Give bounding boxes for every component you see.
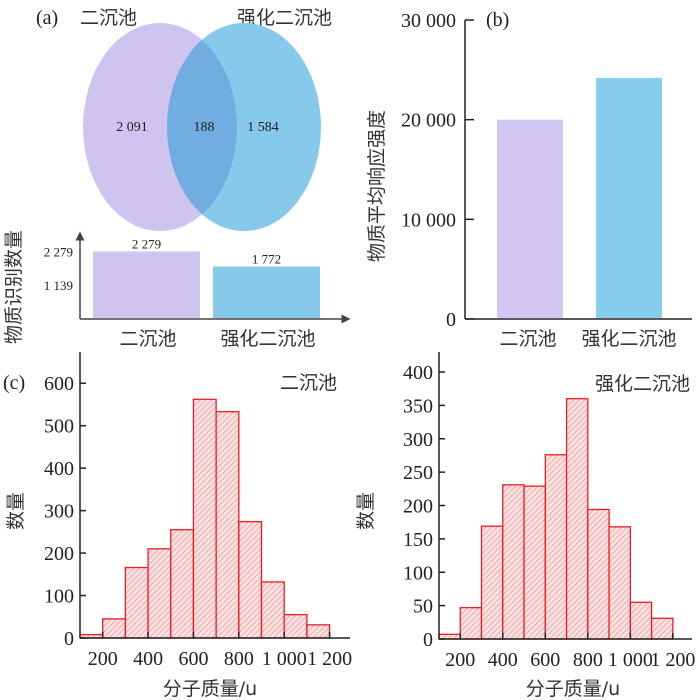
panel-a-venn: (a) 二沉池 强化二沉池 2 091 188 1 584 [36, 7, 332, 231]
c-left-xtick-label: 1 000 [262, 648, 307, 670]
panel-label-a: (a) [36, 7, 58, 29]
c-right-ytick-label: 100 [403, 562, 433, 584]
c-left-bar-6 [215, 411, 240, 639]
panel-a-category-label: 二沉池 [119, 328, 176, 350]
c-left-bar-8 [260, 581, 285, 639]
panel-b-bar-1 [596, 77, 662, 318]
panel-a-bar-value-label: 2 279 [132, 236, 161, 251]
panel-a-bar-value-label: 1 772 [252, 251, 281, 266]
panel-b-bar-0 [497, 119, 563, 319]
c-left-bar-10 [306, 624, 331, 639]
hist-right-xlabel: 分子质量/u [526, 678, 620, 700]
c-right-xtick-label: 1 000 [608, 649, 653, 671]
c-left-xtick-label: 400 [133, 648, 163, 670]
c-left-ytick-label: 0 [64, 628, 74, 650]
c-left-bar-1 [102, 618, 127, 639]
c-left-bar-5 [192, 398, 217, 639]
venn-left-only-count: 2 091 [116, 120, 148, 135]
c-right-ytick-label: 350 [403, 395, 433, 417]
hist-right-title: 强化二沉池 [595, 373, 690, 395]
panel-b-ytick-label: 10 000 [401, 209, 456, 231]
panel-a-bar: 物质识别数量 1 139 2 279 2 279 1 772 [3, 230, 351, 344]
panel-a-ytick-label: 2 279 [44, 244, 73, 259]
panel-b-ylabel: 物质平均响应强度 [366, 110, 388, 262]
panel-b-category-label: 二沉池 [499, 328, 556, 350]
c-left-bar-7 [238, 521, 263, 639]
c-left-ytick-label: 600 [44, 373, 74, 395]
c-right-ytick-label: 300 [403, 429, 433, 451]
c-left-bar-3 [147, 548, 172, 639]
c-right-ytick-label: 250 [403, 462, 433, 484]
c-right-bar-7 [587, 508, 610, 640]
panel-b-category-label: 强化二沉池 [581, 328, 676, 350]
panel-a-category-label: 强化二沉池 [220, 328, 315, 350]
hist-left-title: 二沉池 [280, 372, 337, 394]
hist-right-ylabel: 数量 [355, 492, 377, 530]
venn-overlap [167, 23, 237, 231]
c-right-bar-6 [565, 398, 589, 640]
panel-b-ytick-label: 20 000 [401, 110, 456, 132]
c-right-ytick-label: 150 [403, 529, 433, 551]
c-left-bar-9 [283, 613, 308, 639]
c-right-bar-9 [629, 601, 653, 640]
panel-a-bar-0 [93, 251, 200, 318]
panel-a-ytick-label: 1 139 [44, 278, 73, 293]
panel-a-bar-1 [213, 266, 320, 318]
c-right-bar-4 [523, 485, 546, 640]
c-left-xtick-label: 800 [224, 648, 254, 670]
venn-set-label-left: 二沉池 [80, 7, 137, 29]
venn-set-label-right: 强化二沉池 [237, 7, 332, 29]
c-right-ytick-label: 400 [403, 362, 433, 384]
c-right-xtick-label: 600 [530, 649, 560, 671]
c-right-bar-10 [650, 617, 674, 640]
c-left-ytick-label: 500 [44, 416, 74, 438]
hist-left-ylabel: 数量 [5, 492, 27, 530]
c-left-ytick-label: 400 [44, 458, 74, 480]
c-left-ytick-label: 100 [44, 586, 74, 608]
c-right-ytick-label: 200 [403, 496, 433, 518]
panel-c-right: 强化二沉池 数量 分子质量/u 0 50 100 150 200 250 300 350 400… [355, 352, 695, 700]
panel-b: (b) 物质平均响应强度 0 10 000 20 000 30 000 [366, 9, 692, 331]
panel-c-left: (c) 二沉池 数量 分子质量/u 0 100 200 300 400 500 600 200… [3, 352, 352, 700]
c-left-ytick-label: 200 [44, 543, 74, 565]
c-right-bar-8 [608, 526, 631, 640]
panel-a-ylabel: 物质识别数量 [3, 230, 25, 344]
panel-b-ytick-label: 0 [446, 309, 456, 331]
c-right-xtick-label: 1 200 [650, 649, 695, 671]
panel-label-c: (c) [3, 372, 25, 394]
venn-intersection-count: 188 [194, 120, 215, 135]
c-left-xtick-label: 200 [88, 648, 118, 670]
c-right-bar-5 [544, 454, 568, 640]
c-right-bar-1 [459, 606, 483, 640]
c-right-bar-3 [502, 484, 525, 640]
c-left-xtick-label: 1 200 [307, 648, 352, 670]
c-right-ytick-label: 0 [423, 629, 433, 651]
c-right-bar-2 [480, 525, 504, 640]
c-right-xtick-label: 200 [445, 649, 475, 671]
c-right-ytick-label: 50 [413, 596, 433, 618]
c-left-xtick-label: 600 [178, 648, 208, 670]
c-right-xtick-label: 800 [573, 649, 603, 671]
c-left-ytick-label: 300 [44, 501, 74, 523]
c-left-bar-2 [124, 566, 149, 639]
venn-right-only-count: 1 584 [247, 120, 279, 135]
hist-left-xlabel: 分子质量/u [163, 678, 257, 700]
panel-label-b: (b) [486, 9, 509, 31]
c-right-xtick-label: 400 [488, 649, 518, 671]
c-left-bar-4 [170, 529, 195, 639]
panel-b-ytick-label: 30 000 [401, 10, 456, 32]
